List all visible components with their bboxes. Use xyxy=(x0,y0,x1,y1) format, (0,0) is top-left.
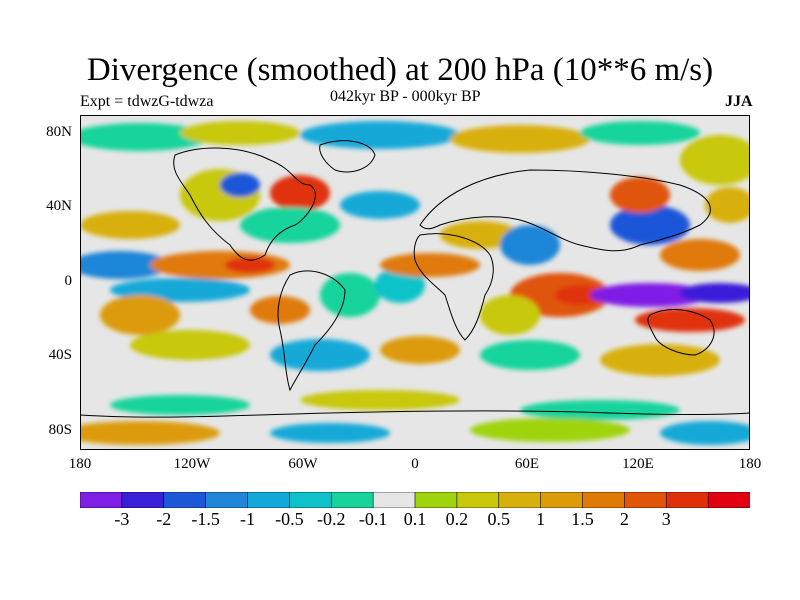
colorbar-swatch xyxy=(121,492,165,508)
north-america-coast xyxy=(173,147,316,261)
colorbar-label: -1 xyxy=(240,509,255,529)
x-tick-label: 180 xyxy=(738,456,762,472)
y-tick-label: 0 xyxy=(64,273,73,289)
colorbar-swatch xyxy=(540,492,584,508)
colorbar-label: 1.5 xyxy=(571,509,594,529)
colorbar-swatch xyxy=(624,492,668,508)
antarctica-coast xyxy=(80,410,750,418)
time-range-label: 042kyr BP - 000kyr BP xyxy=(330,88,481,105)
colorbar-label: 0.1 xyxy=(403,509,427,529)
colorbar-swatch xyxy=(414,492,458,508)
x-tick-label: 120W xyxy=(173,456,211,472)
colorbar-label: 0.2 xyxy=(445,509,469,529)
plot-title: Divergence (smoothed) at 200 hPa (10**6 … xyxy=(86,52,714,88)
colorbar-label: 3 xyxy=(661,509,671,529)
x-tick-label: 0 xyxy=(411,456,419,472)
x-tick-label: 120E xyxy=(622,456,654,472)
colorbar-swatch xyxy=(247,492,291,508)
colorbar-swatch xyxy=(665,492,709,508)
colorbar-label: -1.5 xyxy=(191,509,220,529)
greenland-coast xyxy=(319,140,376,173)
divergence-map xyxy=(80,115,750,450)
colorbar-label: 2 xyxy=(619,509,629,529)
y-tick-label: 80S xyxy=(48,422,72,438)
colorbar-swatch xyxy=(582,492,626,508)
colorbar-label: 0.5 xyxy=(487,509,511,529)
colorbar-swatch xyxy=(289,492,333,508)
colorbar-swatch xyxy=(372,492,416,508)
colorbar-swatch xyxy=(80,492,123,508)
coastlines xyxy=(80,140,750,418)
colorbar-swatch xyxy=(456,492,500,508)
season-label: JJA xyxy=(725,93,753,110)
x-tick-label: 60E xyxy=(514,456,540,472)
colorbar-label: -0.5 xyxy=(275,509,304,529)
colorbar-label: -3 xyxy=(114,509,130,529)
colorbar-swatch xyxy=(707,492,750,508)
y-tick-label: 80N xyxy=(46,124,72,140)
y-tick-label: 40S xyxy=(48,347,72,363)
south-america-coast xyxy=(277,270,346,392)
colorbar-swatch xyxy=(163,492,207,508)
experiment-label: Expt = tdwzG-tdwza xyxy=(80,93,214,110)
eurasia-coast xyxy=(419,169,711,252)
divergence-field xyxy=(80,121,750,445)
colorbar-label: -2 xyxy=(156,509,172,529)
colorbar-label: -0.2 xyxy=(317,509,346,529)
colorbar-swatch xyxy=(330,492,374,508)
x-tick-label: 60W xyxy=(288,456,318,472)
colorbar-label: -0.1 xyxy=(358,509,388,529)
colorbar-swatch xyxy=(205,492,249,508)
australia-coast xyxy=(647,309,715,356)
map-frame xyxy=(80,115,750,450)
colorbar-label: 1 xyxy=(536,509,546,529)
africa-coast xyxy=(413,233,494,341)
x-tick-label: 180 xyxy=(68,456,92,472)
colorbar-swatch xyxy=(498,492,542,508)
y-tick-label: 40N xyxy=(46,198,72,214)
colorbar xyxy=(80,492,750,508)
